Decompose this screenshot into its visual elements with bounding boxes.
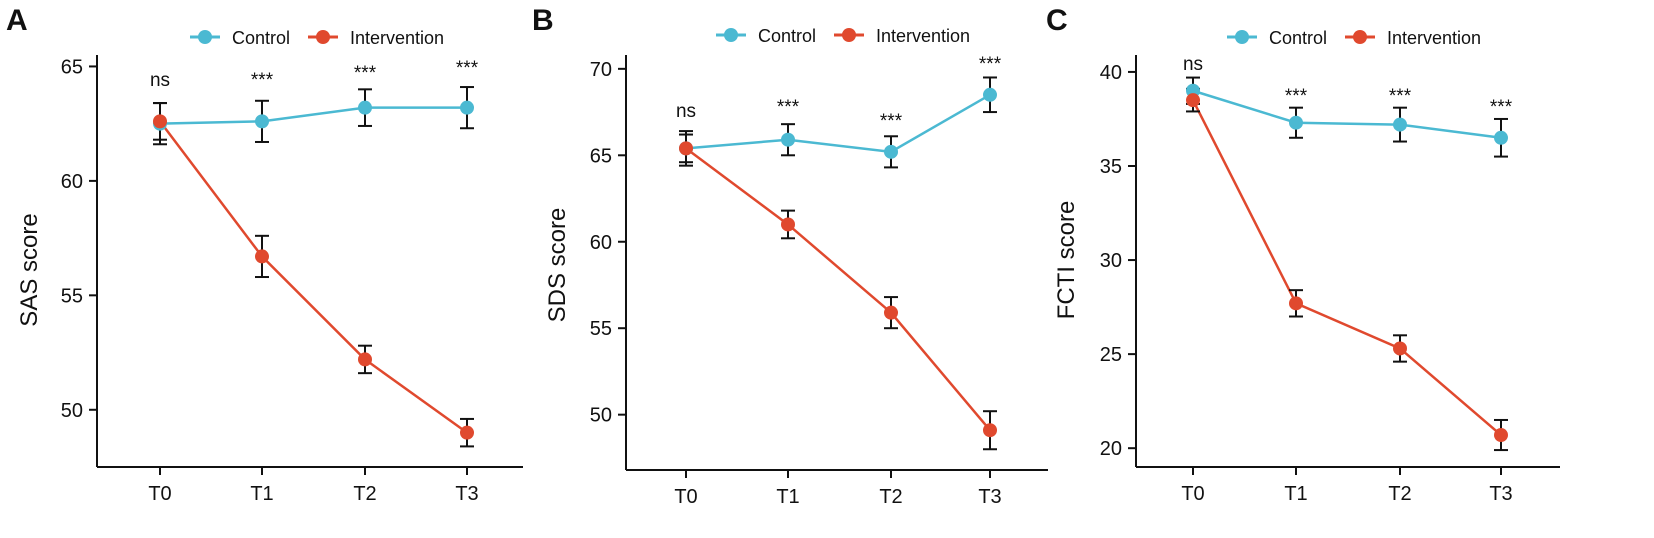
- data-point-intervention: [781, 217, 795, 232]
- data-point-intervention: [153, 114, 167, 129]
- significance-label: ***: [354, 63, 377, 84]
- panel-a: A Control Intervention SAS score: [6, 4, 444, 327]
- x-tick-label: T2: [1388, 483, 1411, 505]
- panel-a-label: A: [6, 4, 28, 37]
- panel-c: C Control Intervention FCTI score: [1046, 4, 1481, 319]
- legend-intervention-label: Intervention: [876, 26, 970, 46]
- x-tick-label: T1: [1284, 483, 1307, 505]
- significance-label: ***: [777, 97, 800, 118]
- panel-b-plot-area: 50 55 60 65 70 T0 T1 T2 T3 ns *** *** ***: [590, 54, 1048, 508]
- legend-intervention-swatch-dot: [316, 30, 330, 44]
- series-line-control: [159, 106, 467, 125]
- data-point-intervention: [1289, 296, 1303, 311]
- x-tick-label: T0: [1181, 483, 1204, 505]
- y-tick-label: 65: [61, 56, 83, 78]
- x-tick-label: T0: [148, 483, 171, 505]
- y-tick-label: 60: [61, 171, 83, 193]
- y-tick-label: 55: [61, 285, 83, 307]
- data-point-control: [884, 144, 898, 159]
- legend-control-swatch-dot: [1235, 30, 1249, 44]
- significance-label: ***: [1389, 86, 1412, 107]
- y-tick-label: 40: [1100, 62, 1122, 84]
- panel-c-plot-area: 20 25 30 35 40 T0 T1 T2 T3 ns *** *** ***: [1100, 54, 1560, 505]
- x-tick-label: T2: [353, 483, 376, 505]
- x-tick-label: T3: [1489, 483, 1512, 505]
- data-point-intervention: [884, 305, 898, 320]
- x-tick-label: T3: [455, 483, 478, 505]
- data-point-control: [1289, 115, 1303, 130]
- significance-label: ***: [880, 111, 903, 132]
- x-tick-label: T1: [250, 483, 273, 505]
- data-point-intervention: [1186, 93, 1200, 108]
- panel-b-legend: Control Intervention: [716, 26, 970, 46]
- y-tick-label: 60: [590, 232, 612, 254]
- series-line-intervention: [159, 120, 468, 434]
- legend-intervention-label: Intervention: [1387, 28, 1481, 48]
- y-tick-label: 55: [590, 318, 612, 340]
- panel-b-y-axis-title: SDS score: [544, 208, 571, 323]
- series-line-intervention: [1191, 99, 1502, 436]
- x-tick-label: T1: [776, 486, 799, 508]
- y-tick-label: 50: [590, 405, 612, 427]
- y-tick-label: 35: [1100, 156, 1122, 178]
- panel-a-plot-area: 50 55 60 65 T0 T1 T2 T3 ns *** *** ***: [61, 55, 523, 505]
- data-point-control: [983, 87, 997, 102]
- significance-label: ns: [1183, 54, 1203, 75]
- legend-intervention-swatch-dot: [1353, 30, 1367, 44]
- y-tick-label: 50: [61, 400, 83, 422]
- data-point-control: [358, 100, 372, 115]
- x-tick-label: T0: [674, 486, 697, 508]
- data-point-control: [1494, 130, 1508, 145]
- data-point-intervention: [983, 423, 997, 438]
- panel-c-legend: Control Intervention: [1227, 28, 1481, 48]
- panel-a-y-axis-title: SAS score: [16, 213, 43, 326]
- x-tick-label: T3: [978, 486, 1001, 508]
- legend-intervention-label: Intervention: [350, 28, 444, 48]
- significance-label: ***: [1285, 86, 1308, 107]
- y-tick-label: 70: [590, 59, 612, 81]
- data-point-control: [255, 114, 269, 129]
- panel-c-label: C: [1046, 4, 1068, 37]
- data-point-control: [781, 132, 795, 147]
- legend-intervention-swatch-dot: [842, 28, 856, 42]
- significance-label: ns: [676, 101, 696, 122]
- legend-control-label: Control: [1269, 28, 1327, 48]
- legend-control-label: Control: [758, 26, 816, 46]
- data-point-intervention: [679, 141, 693, 156]
- data-point-control: [1393, 117, 1407, 132]
- legend-control-swatch-dot: [198, 30, 212, 44]
- legend-control-swatch-dot: [724, 28, 738, 42]
- y-tick-label: 25: [1100, 344, 1122, 366]
- panel-b-label: B: [532, 4, 554, 37]
- series-line-control: [1192, 89, 1502, 140]
- data-point-intervention: [1393, 341, 1407, 356]
- significance-label: ***: [979, 54, 1002, 75]
- series-line-control: [685, 93, 991, 154]
- series-line-intervention: [685, 147, 991, 432]
- panel-a-legend: Control Intervention: [190, 28, 444, 48]
- y-tick-label: 65: [590, 145, 612, 167]
- data-point-intervention: [1494, 428, 1508, 443]
- data-point-intervention: [460, 425, 474, 440]
- panel-b: B Control Intervention SDS score: [532, 4, 970, 322]
- significance-label: ***: [1490, 97, 1513, 118]
- y-tick-label: 20: [1100, 438, 1122, 460]
- legend-control-label: Control: [232, 28, 290, 48]
- panel-c-y-axis-title: FCTI score: [1053, 201, 1080, 320]
- significance-label: ***: [456, 58, 479, 79]
- data-point-control: [460, 100, 474, 115]
- y-tick-label: 30: [1100, 250, 1122, 272]
- data-point-intervention: [358, 352, 372, 367]
- x-tick-label: T2: [879, 486, 902, 508]
- data-point-intervention: [255, 249, 269, 264]
- significance-label: ns: [150, 70, 170, 91]
- significance-label: ***: [251, 70, 274, 91]
